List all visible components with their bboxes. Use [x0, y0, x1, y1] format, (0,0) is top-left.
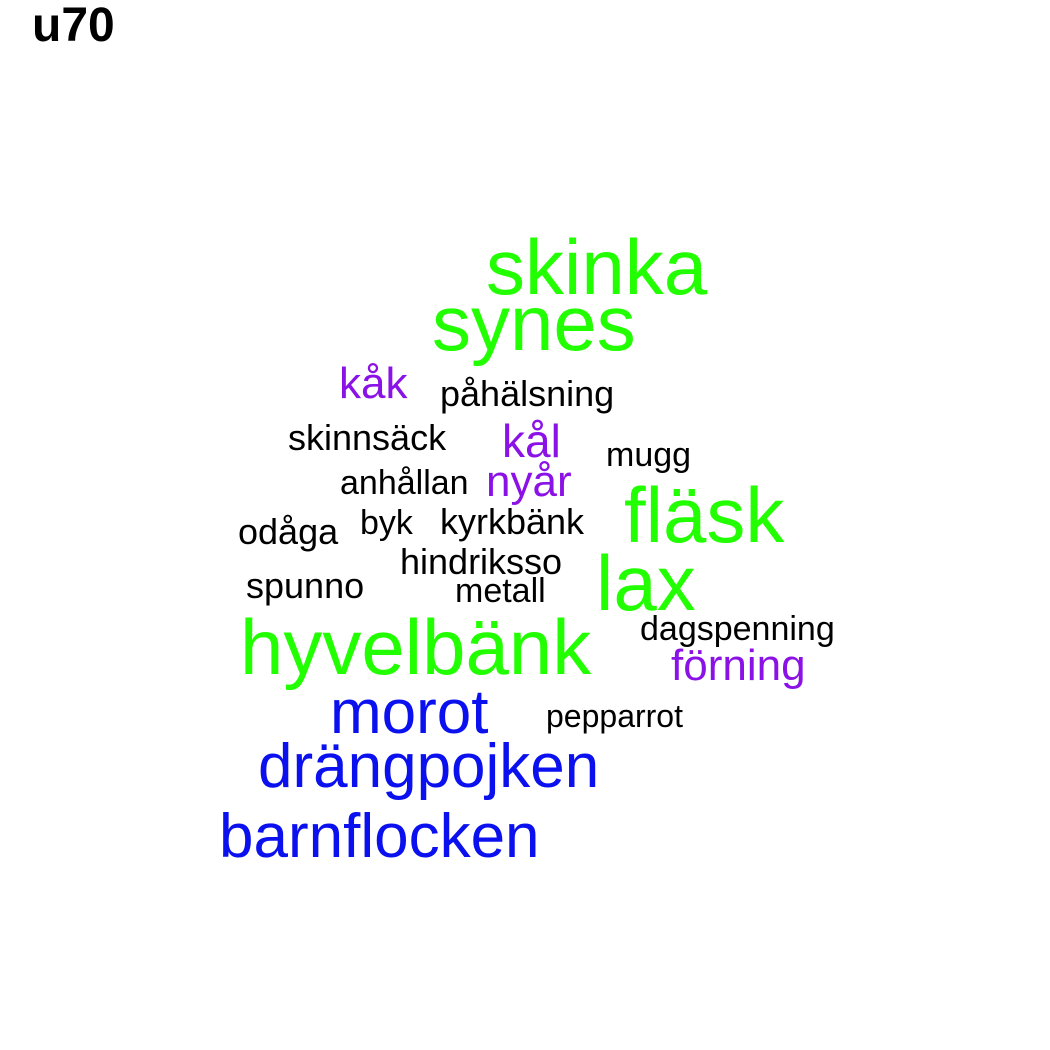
word-skinnsack: skinnsäck — [288, 417, 447, 458]
word-metall: metall — [455, 572, 546, 610]
word-dagspenning: dagspenning — [640, 610, 835, 648]
word-mugg: mugg — [606, 436, 692, 474]
word-hyvelbank: hyvelbänk — [240, 603, 592, 691]
word-morot: morot — [330, 678, 489, 747]
chart-title: u70 — [32, 0, 115, 52]
word-kyrkbank: kyrkbänk — [440, 501, 585, 542]
word-hindriksso: hindriksso — [400, 541, 563, 582]
word-flask: fläsk — [624, 471, 785, 559]
word-kal: kål — [502, 415, 561, 467]
word-spunno: spunno — [246, 565, 365, 606]
word-skinka: skinka — [486, 223, 708, 311]
word-forning: förning — [671, 641, 806, 690]
word-pahalsning: påhälsning — [440, 373, 615, 414]
word-odaga: odåga — [238, 511, 339, 552]
word-lax: lax — [596, 539, 696, 627]
word-anhallan: anhållan — [340, 464, 469, 502]
word-pepparrot: pepparrot — [546, 698, 683, 734]
word-barnflocken: barnflocken — [219, 802, 540, 871]
word-byk: byk — [360, 504, 413, 542]
word-kak: kåk — [339, 359, 408, 408]
word-nyar: nyår — [486, 457, 572, 506]
word-drangpojken: drängpojken — [258, 732, 600, 801]
word-synes: synes — [432, 279, 636, 367]
